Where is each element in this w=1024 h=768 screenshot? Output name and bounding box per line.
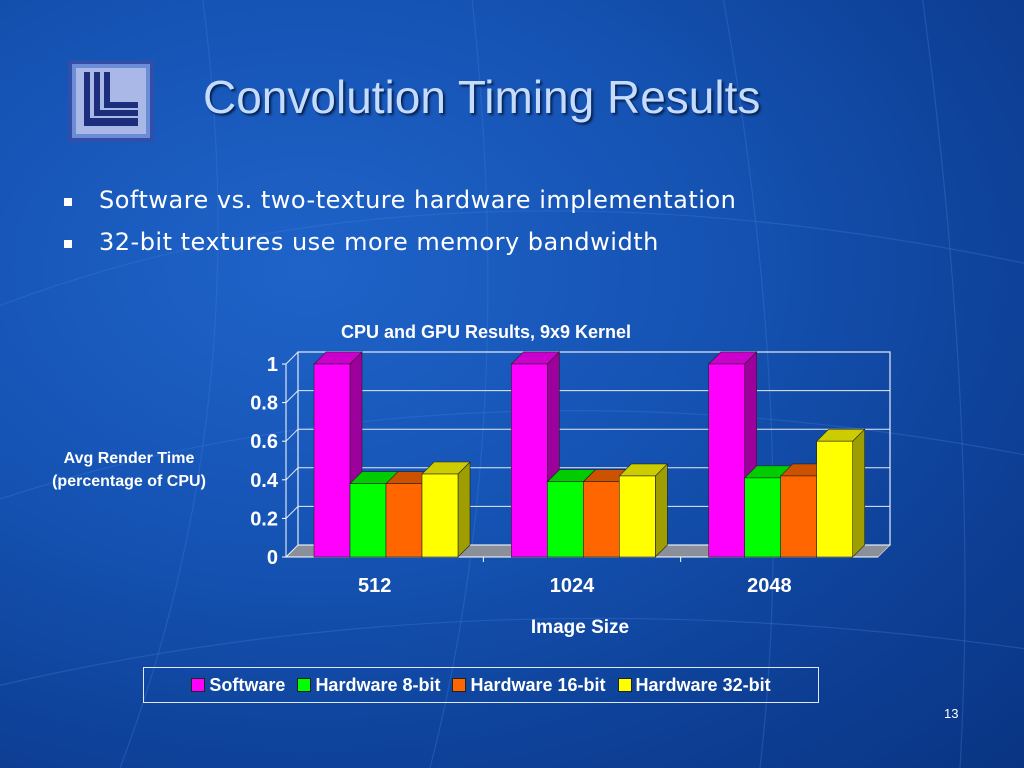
legend-label: Software — [209, 674, 286, 695]
y-tick-label: 1 — [267, 354, 278, 376]
bar — [349, 483, 387, 558]
y-axis-title: (percentage of CPU) — [52, 473, 206, 490]
x-tick-label: 1024 — [550, 575, 595, 597]
bar — [744, 477, 781, 558]
bullet-square-icon — [64, 198, 72, 206]
legend-swatch — [191, 678, 206, 692]
logo — [68, 60, 154, 142]
bullet-text: 32-bit textures use more memory bandwidt… — [99, 228, 659, 256]
y-tick-label: 0.2 — [250, 508, 278, 530]
legend-swatch — [452, 678, 467, 692]
legend-swatch — [617, 678, 632, 692]
bar — [547, 481, 584, 558]
bar-side — [655, 463, 668, 558]
legend-label: Hardware 32-bit — [635, 674, 771, 695]
gridline — [285, 505, 890, 519]
bar-side — [457, 461, 471, 558]
y-tick-label: 0.4 — [250, 470, 279, 492]
legend-swatch — [297, 678, 312, 692]
y-tick-label: 0.6 — [250, 431, 278, 453]
bar — [313, 363, 351, 558]
y-axis-title: Avg Render Time — [64, 450, 195, 467]
chart-legend: Software Hardware 8-bit Hardware 16-bit Har… — [143, 667, 819, 703]
bar — [583, 481, 620, 558]
bar — [816, 440, 853, 558]
bar — [708, 363, 745, 558]
bullet-square-icon — [64, 240, 72, 248]
bar — [619, 475, 656, 558]
x-axis-title: Image Size — [531, 617, 629, 638]
legend-item: Hardware 16-bit — [452, 674, 606, 696]
gridline — [285, 390, 890, 403]
legend-label: Hardware 8-bit — [315, 674, 441, 695]
gridline — [285, 351, 890, 365]
bar — [511, 363, 548, 558]
x-tick-label: 2048 — [747, 575, 792, 597]
gridline — [285, 544, 890, 558]
legend-label: Hardware 16-bit — [470, 674, 606, 695]
y-tick-label: 0 — [267, 547, 278, 569]
chart-title: CPU and GPU Results, 9x9 Kernel — [341, 322, 631, 342]
gridline — [285, 428, 890, 442]
gridline — [285, 467, 890, 481]
page-number: 13 — [944, 706, 959, 721]
bar — [421, 473, 459, 558]
bullet-text: Software vs. two-texture hardware implem… — [99, 186, 737, 214]
x-tick-label: 512 — [358, 575, 391, 597]
bar — [780, 475, 817, 558]
legend-item: Software — [191, 675, 285, 696]
bar — [385, 483, 423, 558]
y-tick-label: 0.8 — [250, 393, 278, 415]
slide-title: Convolution Timing Results — [203, 71, 761, 123]
legend-item: Hardware 32-bit — [617, 674, 771, 696]
legend-item: Hardware 8-bit — [297, 675, 440, 696]
bar-side — [852, 428, 865, 558]
